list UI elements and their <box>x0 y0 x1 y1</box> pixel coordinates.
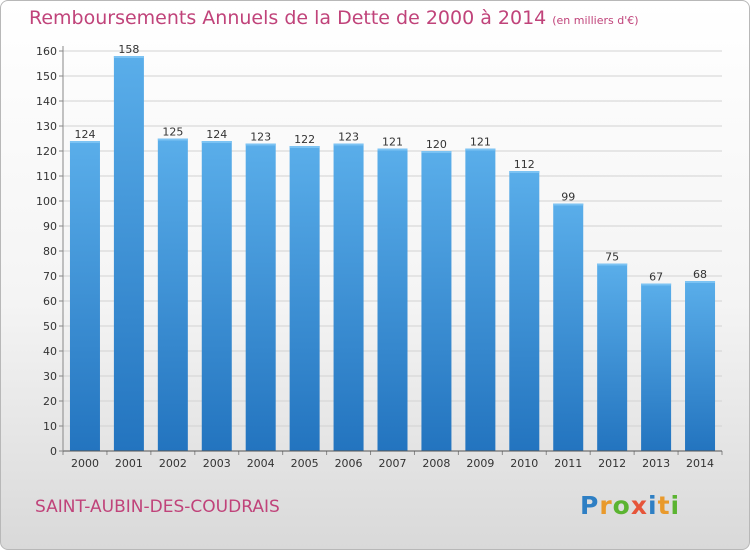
y-tick-label: 0 <box>50 445 57 458</box>
bar-top-highlight <box>201 141 232 143</box>
bar-2008 <box>421 151 452 451</box>
x-axis-ticks: 2000 2001 2002 2003 2004 2005 2006 2007 2008 2009… <box>62 451 723 470</box>
bar-2011 <box>553 203 584 451</box>
x-tick-label-2006: 2006 <box>335 457 363 470</box>
bar-top-highlight <box>289 146 320 148</box>
x-tick-label-2003: 2003 <box>203 457 231 470</box>
bar-top-highlight <box>157 138 188 141</box>
bars <box>69 56 716 451</box>
y-tick-label: 80 <box>43 245 57 258</box>
bar-top-highlight <box>641 283 672 286</box>
bar-2012 <box>597 263 628 451</box>
bar-top-highlight <box>245 143 276 146</box>
logo-letter: i <box>648 491 658 520</box>
bar-top-highlight <box>553 203 584 206</box>
y-tick-label: 90 <box>43 220 57 233</box>
x-tick-label-2005: 2005 <box>291 457 319 470</box>
proxiti-logo: Proxiti <box>580 491 680 520</box>
data-label-2010: 112 <box>514 158 535 171</box>
bar-top-highlight <box>69 141 100 143</box>
x-tick-label-2001: 2001 <box>115 457 143 470</box>
bar-top-highlight <box>377 148 408 151</box>
bar-2003 <box>201 141 232 451</box>
data-label-2007: 121 <box>382 136 403 149</box>
data-label-2000: 124 <box>74 128 95 141</box>
x-tick-label-2010: 2010 <box>510 457 538 470</box>
data-label-2009: 121 <box>470 136 491 149</box>
x-tick-label-2002: 2002 <box>159 457 187 470</box>
y-tick-label: 120 <box>36 145 57 158</box>
y-tick-label: 70 <box>43 270 57 283</box>
chart-unit: (en milliers d'€) <box>552 14 639 27</box>
chart-title: Remboursements Annuels de la Dette de 20… <box>29 7 639 29</box>
y-tick-label: 40 <box>43 345 57 358</box>
bar-2013 <box>641 283 672 451</box>
data-label-2003: 124 <box>206 128 227 141</box>
logo-letter: r <box>599 491 613 520</box>
x-tick-label-2007: 2007 <box>379 457 407 470</box>
y-tick-label: 60 <box>43 295 57 308</box>
bar-top-highlight <box>333 143 364 146</box>
bar-2002 <box>157 138 188 451</box>
y-tick-label: 140 <box>36 95 57 108</box>
data-label-2004: 123 <box>250 131 271 144</box>
bar-top-highlight <box>113 56 144 58</box>
y-tick-label: 130 <box>36 120 57 133</box>
data-label-2013: 67 <box>649 271 663 284</box>
bar-top-highlight <box>421 151 452 153</box>
y-tick-label: 20 <box>43 395 57 408</box>
city-name: SAINT-AUBIN-DES-COUDRAIS <box>35 497 280 517</box>
y-axis-ticks: 0 10 20 30 40 50 60 70 80 90 100 110 120 130 140 150 160 <box>36 45 63 458</box>
data-label-2011: 99 <box>561 191 575 204</box>
data-label-2012: 75 <box>605 251 619 264</box>
bar-top-highlight <box>597 263 628 266</box>
x-tick-label-2008: 2008 <box>422 457 450 470</box>
data-label-2014: 68 <box>693 268 707 281</box>
bar-2009 <box>465 148 496 451</box>
x-tick-label-2009: 2009 <box>466 457 494 470</box>
y-tick-label: 110 <box>36 170 57 183</box>
chart-title-text: Remboursements Annuels de la Dette de 20… <box>29 7 547 29</box>
y-tick-label: 100 <box>36 195 57 208</box>
y-tick-label: 150 <box>36 70 57 83</box>
bar-2010 <box>509 171 540 451</box>
x-tick-label-2012: 2012 <box>598 457 626 470</box>
data-label-2006: 123 <box>338 131 359 144</box>
bar-2004 <box>245 143 276 451</box>
data-label-2008: 120 <box>426 138 447 151</box>
x-tick-label-2011: 2011 <box>554 457 582 470</box>
bar-2005 <box>289 146 320 451</box>
bar-2007 <box>377 148 408 451</box>
data-label-2002: 125 <box>162 126 183 139</box>
bar-top-highlight <box>465 148 496 151</box>
bar-2001 <box>113 56 144 451</box>
y-tick-label: 160 <box>36 45 57 58</box>
bar-top-highlight <box>509 171 540 173</box>
logo-letter: o <box>612 491 631 520</box>
bar-2014 <box>685 281 716 451</box>
x-tick-label-2014: 2014 <box>686 457 714 470</box>
logo-letter: x <box>630 491 648 520</box>
x-tick-label-2013: 2013 <box>642 457 670 470</box>
data-labels: 124 158 125 124 123 122 123 121 120 121 112 99 75 67 6… <box>74 43 707 284</box>
bar-2006 <box>333 143 364 451</box>
data-label-2001: 158 <box>118 43 139 56</box>
logo-letter: P <box>580 491 600 520</box>
x-tick-label-2004: 2004 <box>247 457 275 470</box>
logo-letter: i <box>670 491 681 520</box>
y-tick-label: 30 <box>43 370 57 383</box>
bar-top-highlight <box>685 281 716 283</box>
logo-letter: t <box>657 491 671 520</box>
x-tick-label-2000: 2000 <box>71 457 99 470</box>
y-tick-label: 50 <box>43 320 57 333</box>
bar-2000 <box>69 141 100 451</box>
data-label-2005: 122 <box>294 133 315 146</box>
y-tick-label: 10 <box>43 420 57 433</box>
